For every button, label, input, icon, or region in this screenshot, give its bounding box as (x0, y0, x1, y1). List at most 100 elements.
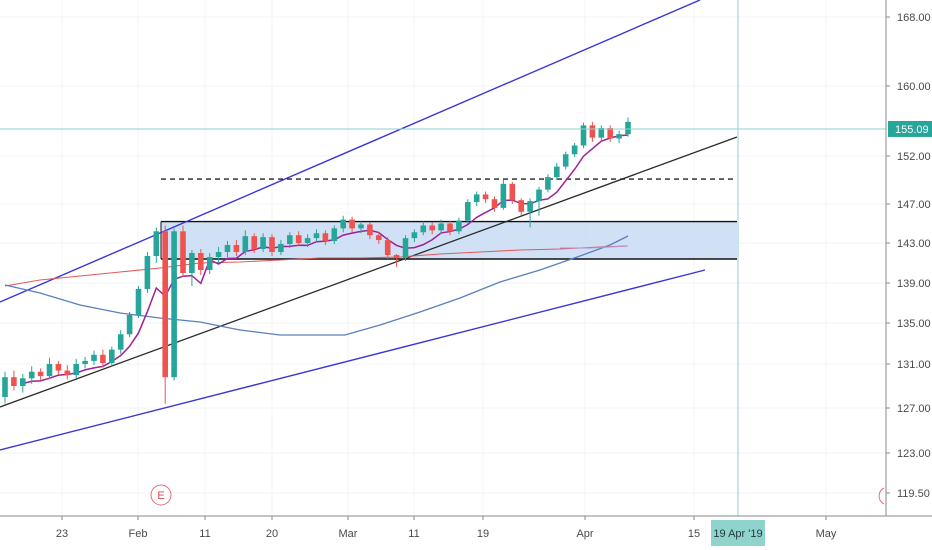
candle-body (295, 235, 302, 243)
candle-body (500, 183, 507, 208)
candle-body (393, 255, 400, 258)
candle-body (473, 194, 480, 203)
price-tick-label: 168.00 (897, 12, 931, 24)
candle-body (100, 354, 106, 363)
candle-body (162, 231, 168, 378)
candle-body (384, 240, 391, 255)
price-tick-label: 160.00 (897, 81, 931, 93)
current-price-tag: 155.09 (895, 124, 929, 136)
price-tick-label: 147.00 (897, 199, 931, 211)
candle-body (358, 224, 364, 229)
candle-body (82, 360, 88, 364)
candle-body (37, 371, 44, 377)
channel-upper-line (0, 0, 701, 303)
time-tick-label: Feb (129, 528, 148, 540)
price-tick-label: 123.00 (897, 448, 931, 460)
price-tick-label: 143.00 (897, 238, 931, 250)
candle-body (28, 371, 35, 379)
candles (2, 117, 631, 404)
candle-body (580, 125, 587, 146)
candle-body (411, 232, 418, 239)
candle-body (456, 220, 462, 232)
candle-body (153, 231, 160, 256)
candle-body (242, 236, 249, 252)
candle-body (117, 334, 124, 350)
candle-body (269, 237, 275, 252)
price-axis[interactable]: 168.00 160.00 152.00 147.00 143.00 139.00 135.… (885, 0, 932, 550)
time-tick-label: May (816, 528, 837, 540)
moving-averages (4, 134, 629, 385)
price-tick-label: 139.00 (897, 278, 931, 290)
candle-body (482, 194, 489, 200)
candle-body (616, 134, 622, 139)
candle-body (251, 236, 257, 249)
time-axis[interactable]: 23 Feb 11 20 Mar 11 19 Apr 15 May 19 Apr '19 (0, 515, 932, 550)
candle-body (438, 223, 444, 231)
candle-body (55, 364, 62, 371)
candle-body (64, 370, 71, 375)
price-tick-label: 152.00 (897, 151, 931, 163)
candle-body (518, 200, 524, 212)
channel-lower-line (0, 269, 706, 451)
time-tick-label: Mar (339, 528, 358, 540)
candle-body (304, 238, 311, 243)
price-tick-label: 131.00 (897, 359, 931, 371)
time-tick-label: 11 (408, 528, 419, 540)
earnings-marker-label: E (157, 490, 164, 502)
ma-slow-line (4, 235, 629, 336)
earnings-marker-edge (878, 487, 885, 505)
crosshair-date-tag: 19 Apr '19 (713, 528, 762, 540)
candle-body (287, 235, 293, 244)
candle-body (545, 177, 551, 190)
candle-body (465, 202, 471, 221)
candle-body (126, 315, 133, 335)
time-tick-label: 11 (199, 528, 210, 540)
candle-body (20, 378, 26, 386)
candle-body (322, 233, 329, 242)
candle-body (233, 245, 240, 252)
candle-body (509, 183, 516, 201)
candle-body (198, 253, 204, 270)
candle-body (73, 364, 79, 375)
price-axis-bg (886, 0, 932, 550)
candle-body (625, 121, 631, 135)
candle-body (447, 223, 453, 232)
time-axis-bg (0, 516, 932, 550)
candle-body (180, 231, 186, 273)
candle-body (536, 189, 542, 202)
candle-body (376, 235, 382, 241)
candle-body (349, 219, 355, 229)
candle-body (598, 128, 605, 138)
candle-body (527, 201, 533, 212)
candle-body (46, 364, 53, 377)
candle-body (402, 238, 409, 258)
candle-body (429, 225, 435, 231)
candle-body (11, 377, 17, 386)
candle-body (589, 125, 596, 138)
price-tick-label: 119.50 (897, 488, 930, 500)
candle-body (278, 244, 284, 252)
candle-body (144, 256, 151, 289)
candle-body (215, 252, 222, 257)
candle-body (420, 225, 427, 233)
ma-long-line (4, 245, 629, 287)
candle-body (340, 219, 346, 229)
price-tick-label: 127.00 (897, 403, 931, 415)
time-tick-label: 19 (477, 528, 489, 540)
price-tick-label: 135.00 (897, 318, 931, 330)
drawn-lines[interactable] (0, 0, 738, 451)
time-tick-label: 15 (688, 528, 700, 540)
candle-body (224, 245, 231, 252)
candle-body (491, 199, 498, 208)
candle-body (91, 354, 97, 361)
ma-mid-line (560, 245, 629, 249)
candle-body (171, 231, 177, 378)
candle-body (313, 233, 320, 239)
candle-body (260, 237, 266, 249)
overlays: E (0, 0, 886, 516)
candle-body (554, 166, 560, 178)
candle-body (367, 224, 373, 236)
current-price-tag-bg (888, 120, 932, 137)
candle-body (331, 228, 338, 242)
